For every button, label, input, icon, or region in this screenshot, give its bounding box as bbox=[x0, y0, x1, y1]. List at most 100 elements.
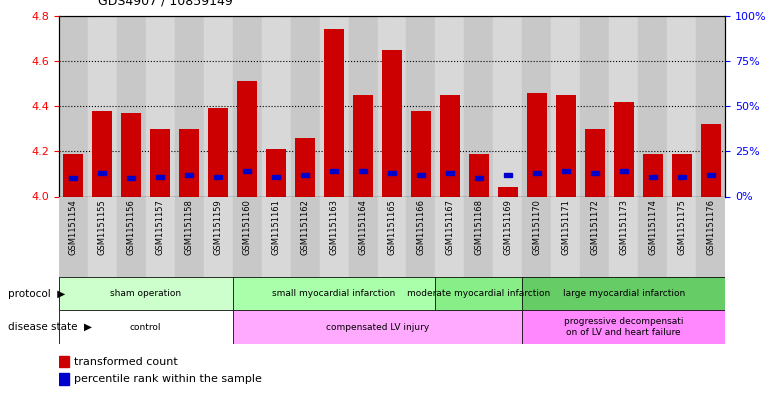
Bar bbox=[146, 16, 175, 196]
Bar bbox=[701, 124, 720, 196]
Text: GSM1151168: GSM1151168 bbox=[474, 199, 484, 255]
Bar bbox=[349, 16, 378, 196]
Text: GSM1151161: GSM1151161 bbox=[271, 199, 281, 255]
Bar bbox=[648, 174, 657, 178]
Bar bbox=[233, 196, 262, 277]
Text: moderate myocardial infarction: moderate myocardial infarction bbox=[408, 289, 550, 298]
Bar bbox=[262, 196, 291, 277]
Text: GSM1151165: GSM1151165 bbox=[387, 199, 397, 255]
Text: GSM1151175: GSM1151175 bbox=[677, 199, 686, 255]
Text: compensated LV injury: compensated LV injury bbox=[326, 323, 429, 332]
Bar bbox=[88, 196, 117, 277]
Bar bbox=[233, 310, 522, 344]
Bar bbox=[233, 277, 435, 310]
Bar bbox=[493, 16, 522, 196]
Bar bbox=[469, 154, 489, 196]
Bar bbox=[522, 277, 725, 310]
Text: GSM1151155: GSM1151155 bbox=[98, 199, 107, 255]
Bar bbox=[388, 171, 396, 175]
Bar bbox=[522, 196, 551, 277]
Bar bbox=[150, 129, 170, 196]
Bar bbox=[696, 196, 725, 277]
Bar bbox=[696, 16, 725, 196]
Text: GSM1151163: GSM1151163 bbox=[329, 199, 339, 255]
Text: GSM1151154: GSM1151154 bbox=[69, 199, 78, 255]
Bar bbox=[533, 171, 541, 175]
Bar bbox=[146, 196, 175, 277]
Bar bbox=[609, 196, 638, 277]
Text: control: control bbox=[130, 323, 162, 332]
Bar bbox=[382, 50, 402, 196]
Text: GSM1151159: GSM1151159 bbox=[214, 199, 223, 255]
Text: protocol  ▶: protocol ▶ bbox=[8, 289, 65, 299]
Bar bbox=[406, 196, 435, 277]
Bar bbox=[475, 176, 483, 180]
Bar bbox=[359, 169, 367, 173]
Bar bbox=[417, 173, 425, 177]
Text: sham operation: sham operation bbox=[111, 289, 181, 298]
Bar bbox=[204, 196, 233, 277]
Bar bbox=[580, 196, 609, 277]
Bar bbox=[556, 95, 576, 196]
Bar bbox=[609, 16, 638, 196]
Bar bbox=[59, 373, 68, 385]
Bar bbox=[243, 169, 251, 173]
Bar bbox=[493, 196, 522, 277]
Bar bbox=[619, 169, 628, 173]
Bar bbox=[214, 174, 222, 178]
Text: small myocardial infarction: small myocardial infarction bbox=[272, 289, 396, 298]
Bar bbox=[411, 111, 431, 196]
Bar bbox=[353, 95, 373, 196]
Bar bbox=[179, 129, 199, 196]
Bar bbox=[435, 277, 522, 310]
Bar bbox=[672, 154, 691, 196]
Bar bbox=[88, 16, 117, 196]
Bar bbox=[59, 310, 233, 344]
Bar bbox=[237, 81, 257, 196]
Text: percentile rank within the sample: percentile rank within the sample bbox=[74, 374, 262, 384]
Text: progressive decompensati
on of LV and heart failure: progressive decompensati on of LV and he… bbox=[564, 318, 684, 337]
Bar bbox=[121, 113, 141, 196]
Bar bbox=[69, 176, 78, 180]
Text: GSM1151157: GSM1151157 bbox=[156, 199, 165, 255]
Text: GSM1151173: GSM1151173 bbox=[619, 199, 628, 255]
Bar bbox=[464, 16, 493, 196]
Bar bbox=[233, 16, 262, 196]
Bar bbox=[527, 93, 547, 196]
Bar bbox=[706, 173, 715, 177]
Bar bbox=[614, 101, 634, 196]
Bar bbox=[378, 196, 406, 277]
Bar bbox=[435, 16, 464, 196]
Text: GSM1151176: GSM1151176 bbox=[706, 199, 715, 255]
Bar bbox=[59, 356, 68, 367]
Bar bbox=[127, 176, 136, 180]
Bar bbox=[551, 16, 580, 196]
Bar bbox=[272, 174, 280, 178]
Bar bbox=[551, 196, 580, 277]
Text: GSM1151174: GSM1151174 bbox=[648, 199, 657, 255]
Bar bbox=[638, 196, 667, 277]
Text: GSM1151162: GSM1151162 bbox=[300, 199, 310, 255]
Bar bbox=[59, 196, 88, 277]
Bar bbox=[64, 154, 83, 196]
Bar bbox=[262, 16, 291, 196]
Bar bbox=[301, 173, 309, 177]
Bar bbox=[330, 169, 338, 173]
Bar bbox=[156, 174, 165, 178]
Text: GSM1151156: GSM1151156 bbox=[127, 199, 136, 255]
Text: GSM1151171: GSM1151171 bbox=[561, 199, 570, 255]
Bar bbox=[117, 16, 146, 196]
Bar bbox=[98, 171, 107, 175]
Text: GSM1151169: GSM1151169 bbox=[503, 199, 513, 255]
Bar bbox=[291, 16, 320, 196]
Bar bbox=[185, 173, 193, 177]
Bar bbox=[378, 16, 406, 196]
Bar bbox=[59, 16, 88, 196]
Bar bbox=[522, 16, 551, 196]
Bar bbox=[204, 16, 233, 196]
Bar bbox=[295, 138, 315, 196]
Bar bbox=[117, 196, 146, 277]
Bar bbox=[208, 108, 228, 196]
Text: disease state  ▶: disease state ▶ bbox=[8, 322, 92, 332]
Text: GSM1151160: GSM1151160 bbox=[242, 199, 252, 255]
